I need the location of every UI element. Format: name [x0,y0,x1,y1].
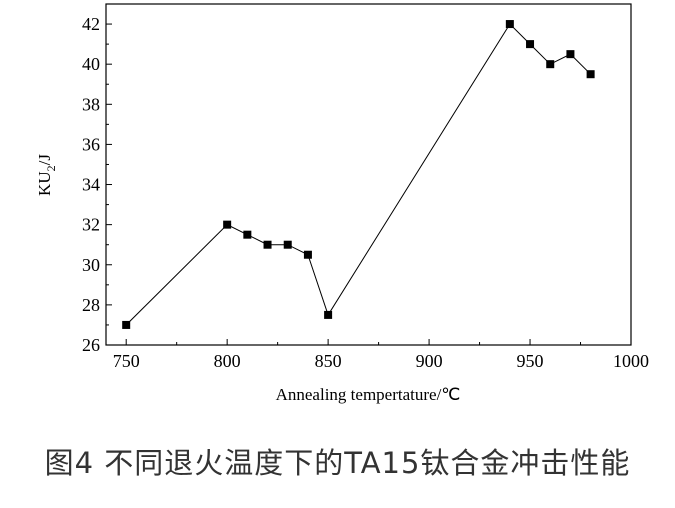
series-line [125,23,591,326]
data-point [586,70,595,79]
x-tick-label: 750 [113,351,140,371]
data-point [505,20,514,29]
figure-caption: 图4 不同退火温度下的TA15钛合金冲击性能 [44,446,631,480]
data-point [546,60,555,69]
data-point [566,50,575,59]
data-point [243,230,252,239]
y-tick-label: 36 [82,134,100,154]
x-tick-label: 950 [517,351,544,371]
x-axis-label: Annealing tempertature/℃ [276,385,461,404]
svg-text:KU2/J: KU2/J [35,154,58,196]
y-axis-label: KU2/J [35,154,58,196]
data-point [324,310,333,319]
y-tick-label: 30 [82,255,100,275]
y-tick-label: 34 [82,175,100,195]
y-tick-label: 32 [82,215,100,235]
y-tick-label: 38 [82,94,100,114]
y-label-unit: /J [35,154,54,166]
data-point [303,250,312,259]
data-point [223,220,232,229]
y-tick-label: 40 [82,54,100,74]
x-tick-label: 1000 [613,351,649,371]
y-tick-label: 26 [82,335,100,355]
data-point [263,240,272,249]
data-point [122,320,131,329]
y-label-sub: 2 [44,165,58,171]
y-label-main: KU [35,171,54,196]
data-point [283,240,292,249]
x-tick-label: 900 [416,351,443,371]
plot-frame [105,3,632,346]
data-point [526,40,535,49]
line-chart: 750 800 850 900 950 1000 26 28 30 32 34 36 38 40 42 An… [35,3,649,404]
y-tick-label: 28 [82,295,100,315]
x-tick-label: 850 [315,351,342,371]
x-tick-label: 800 [214,351,241,371]
y-tick-label: 42 [82,14,100,34]
